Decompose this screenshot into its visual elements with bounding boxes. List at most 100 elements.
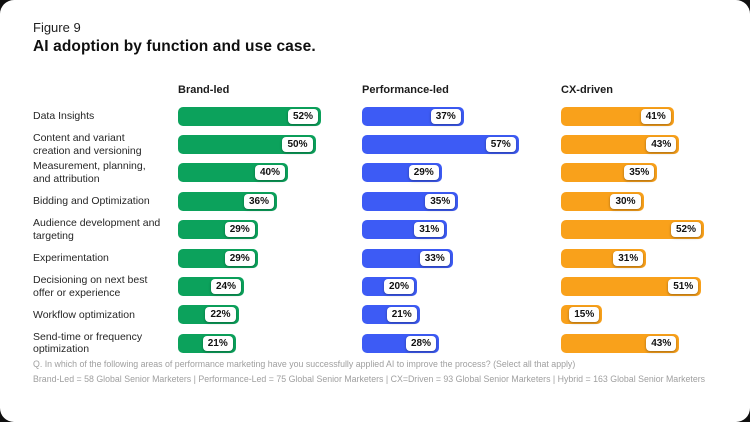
chart-row: Send-time or frequency optimization 21% …	[33, 329, 733, 357]
value-label: 43%	[646, 335, 677, 351]
value-label: 22%	[205, 307, 236, 323]
value-label: 21%	[202, 335, 233, 351]
chart-rows: Data Insights 52% 37% 41% Content and va…	[33, 102, 733, 358]
footnote: Q. In which of the following areas of pe…	[33, 357, 730, 387]
bar-cell-brand-led: 40%	[178, 163, 362, 183]
row-label: Send-time or frequency optimization	[33, 330, 143, 356]
bar-cell-performance-led: 31%	[362, 220, 561, 240]
row-label: Content and variant creation and version…	[33, 132, 142, 157]
bar-cell-cx-driven: 15%	[561, 305, 727, 325]
value-label: 31%	[414, 222, 445, 238]
value-label: 35%	[425, 193, 456, 209]
bar-brand-led: 29%	[178, 248, 258, 268]
bar-brand-led: 50%	[178, 135, 316, 155]
bar-performance-led: 20%	[362, 277, 417, 297]
value-label: 37%	[430, 108, 461, 124]
value-label: 52%	[670, 222, 701, 238]
bar-cell-performance-led: 28%	[362, 333, 561, 353]
bar-performance-led: 57%	[362, 135, 519, 155]
value-label: 33%	[419, 250, 450, 266]
bar-cell-cx-driven: 35%	[561, 163, 727, 183]
bar-cell-performance-led: 33%	[362, 248, 561, 268]
bar-cell-performance-led: 20%	[362, 277, 561, 297]
bar-brand-led: 36%	[178, 191, 277, 211]
bar-cell-brand-led: 29%	[178, 220, 362, 240]
value-label: 28%	[405, 335, 436, 351]
bar-performance-led: 29%	[362, 163, 442, 183]
bar-cx-driven: 31%	[561, 248, 647, 268]
value-label: 29%	[224, 250, 255, 266]
bar-performance-led: 37%	[362, 106, 464, 126]
value-label: 36%	[243, 193, 274, 209]
bar-cell-performance-led: 37%	[362, 106, 561, 126]
footnote-question: Q. In which of the following areas of pe…	[33, 359, 576, 369]
bar-cx-driven: 35%	[561, 163, 658, 183]
bar-cx-driven: 51%	[561, 277, 702, 297]
value-label: 30%	[610, 193, 641, 209]
bar-cx-driven: 41%	[561, 106, 674, 126]
series-header-performance-led: Performance-led	[362, 84, 449, 96]
bar-cell-performance-led: 21%	[362, 305, 561, 325]
value-label: 52%	[287, 108, 318, 124]
bar-cell-cx-driven: 43%	[561, 135, 727, 155]
row-label: Measurement, planning, and attribution	[33, 160, 146, 185]
value-label: 43%	[646, 137, 677, 153]
chart-row: Workflow optimization 22% 21% 15%	[33, 301, 733, 329]
bar-performance-led: 31%	[362, 220, 448, 240]
bar-cell-brand-led: 36%	[178, 191, 362, 211]
value-label: 15%	[569, 307, 600, 323]
row-label: Experimentation	[33, 251, 109, 264]
row-label: Decisioning on next best offer or experi…	[33, 274, 148, 299]
value-label: 40%	[254, 165, 285, 181]
series-header-cx-driven: CX-driven	[561, 84, 613, 96]
bar-cell-performance-led: 57%	[362, 135, 561, 155]
row-label: Audience development and targeting	[33, 217, 161, 242]
figure-title: AI adoption by function and use case.	[33, 38, 316, 55]
bar-brand-led: 52%	[178, 106, 321, 126]
chart-row: Measurement, planning, and attribution 4…	[33, 159, 733, 187]
row-label: Data Insights	[33, 109, 95, 122]
value-label: 50%	[282, 137, 313, 153]
bar-cell-cx-driven: 30%	[561, 191, 727, 211]
bar-brand-led: 40%	[178, 163, 288, 183]
bar-cell-brand-led: 52%	[178, 106, 362, 126]
value-label: 57%	[485, 137, 516, 153]
bar-cx-driven: 52%	[561, 220, 704, 240]
value-label: 24%	[210, 279, 241, 295]
bar-performance-led: 21%	[362, 305, 420, 325]
value-label: 21%	[386, 307, 417, 323]
value-label: 20%	[383, 279, 414, 295]
chart-row: Data Insights 52% 37% 41%	[33, 102, 733, 130]
bar-cell-brand-led: 50%	[178, 135, 362, 155]
bar-brand-led: 22%	[178, 305, 239, 325]
bar-brand-led: 29%	[178, 220, 258, 240]
bar-performance-led: 33%	[362, 248, 453, 268]
bar-cx-driven: 15%	[561, 305, 603, 325]
series-header-brand-led: Brand-led	[178, 84, 230, 96]
value-label: 29%	[224, 222, 255, 238]
chart-row: Decisioning on next best offer or experi…	[33, 272, 733, 300]
value-label: 41%	[640, 108, 671, 124]
value-label: 31%	[613, 250, 644, 266]
bar-brand-led: 21%	[178, 333, 236, 353]
bar-cell-cx-driven: 51%	[561, 277, 727, 297]
chart-row: Bidding and Optimization 36% 35% 30%	[33, 187, 733, 215]
bar-cx-driven: 30%	[561, 191, 644, 211]
bar-brand-led: 24%	[178, 277, 244, 297]
series-header-row: Brand-led Performance-led CX-driven	[33, 78, 733, 102]
bar-cell-performance-led: 35%	[362, 191, 561, 211]
bar-cell-brand-led: 29%	[178, 248, 362, 268]
value-label: 29%	[408, 165, 439, 181]
bar-performance-led: 35%	[362, 191, 459, 211]
chart-row: Audience development and targeting 29% 3…	[33, 216, 733, 244]
value-label: 35%	[624, 165, 655, 181]
bar-cell-cx-driven: 52%	[561, 220, 727, 240]
bar-chart: Brand-led Performance-led CX-driven Data…	[33, 78, 733, 358]
row-label: Workflow optimization	[33, 308, 135, 321]
row-label: Bidding and Optimization	[33, 195, 150, 208]
bar-cell-performance-led: 29%	[362, 163, 561, 183]
bar-cx-driven: 43%	[561, 333, 680, 353]
bar-cell-brand-led: 21%	[178, 333, 362, 353]
bar-cell-brand-led: 22%	[178, 305, 362, 325]
